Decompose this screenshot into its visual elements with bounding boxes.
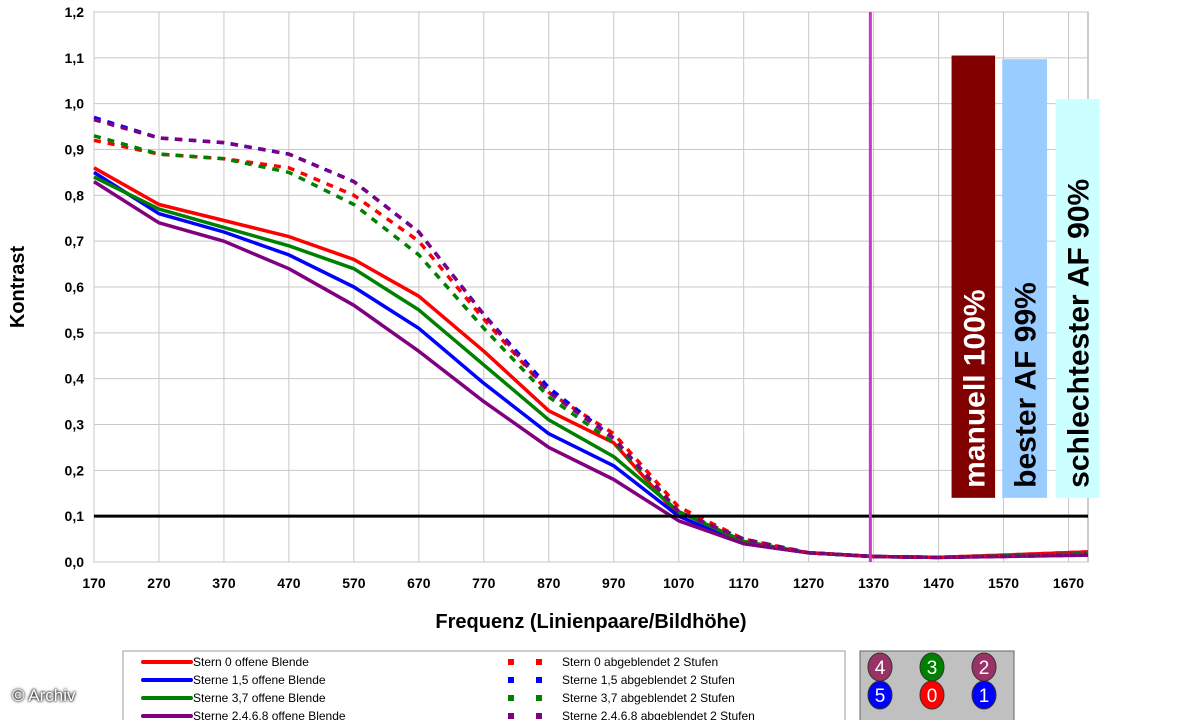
legend-label: Stern 0 abgeblendet 2 Stufen [562,655,718,669]
star-number: 0 [927,686,938,707]
y-tick-label: 0,4 [65,371,85,387]
x-tick-label: 770 [472,575,496,591]
legend-swatch [508,695,514,701]
series-line-7 [93,118,1089,560]
y-tick-label: 0,2 [65,462,85,478]
legend-label: Sterne 1,5 abgeblendet 2 Stufen [562,673,735,687]
focus-bar-0 [951,55,996,498]
star-circle [867,680,893,710]
star-number: 2 [979,658,990,679]
x-tick-label: 470 [277,575,301,591]
star-circle [919,680,945,710]
y-tick-label: 0,6 [65,279,85,295]
x-tick-label: 870 [537,575,561,591]
credit-text: © Archiv [12,686,76,705]
x-tick-label: 670 [407,575,431,591]
y-tick-label: 0,1 [65,508,85,524]
legend-swatch [508,659,514,665]
y-tick-label: 1,1 [65,50,85,66]
x-tick-label: 1270 [793,575,824,591]
y-tick-label: 0,9 [65,142,85,158]
focus-bar-2 [1055,99,1100,498]
x-tick-label: 970 [602,575,626,591]
y-tick-label: 0,0 [65,554,85,570]
x-tick-label: 1370 [858,575,889,591]
legend-swatch [508,677,514,683]
x-tick-label: 1670 [1053,575,1084,591]
y-axis-label: Kontrast [7,246,29,329]
x-tick-label: 570 [342,575,366,591]
y-tick-label: 0,8 [65,187,85,203]
focus-bar-1 [1002,59,1048,498]
legend-label: Sterne 3,7 offene Blende [193,691,326,705]
star-number: 5 [875,686,886,707]
y-tick-label: 0,5 [65,325,85,341]
y-tick-label: 1,0 [65,96,85,112]
x-tick-label: 270 [147,575,171,591]
x-tick-label: 370 [212,575,236,591]
y-tick-label: 0,3 [65,417,85,433]
y-tick-label: 0,7 [65,233,85,249]
legend-label: Sterne 1,5 offene Blende [193,673,326,687]
focus-bar-label: schlechtester AF 90% [1063,179,1096,488]
star-number: 1 [979,686,990,707]
x-tick-label: 170 [82,575,106,591]
star-number: 3 [927,658,938,679]
legend-swatch [508,713,514,719]
legend-swatch [536,713,542,719]
legend-box [122,650,846,720]
legend-swatch [536,659,542,665]
focus-bar-label: bester AF 99% [1010,282,1043,488]
legend-label: Stern 0 offene Blende [193,655,309,669]
legend-label: Sterne 2.4.6.8 offene Blende [193,709,346,720]
x-tick-label: 1070 [663,575,694,591]
legend-label: Sterne 2.4.6.8 abgeblendet 2 Stufen [562,709,755,720]
legend-swatch [536,695,542,701]
legend-label: Sterne 3,7 abgeblendet 2 Stufen [562,691,735,705]
x-tick-label: 1570 [988,575,1019,591]
x-tick-label: 1170 [728,575,759,591]
y-tick-label: 1,2 [65,4,85,20]
star-circle [971,680,997,710]
legend-swatch [536,677,542,683]
x-axis-label: Frequenz (Linienpaare/Bildhöhe) [435,611,746,633]
x-tick-label: 1470 [923,575,954,591]
star-number: 4 [875,658,886,679]
focus-bar-label: manuell 100% [958,289,991,487]
